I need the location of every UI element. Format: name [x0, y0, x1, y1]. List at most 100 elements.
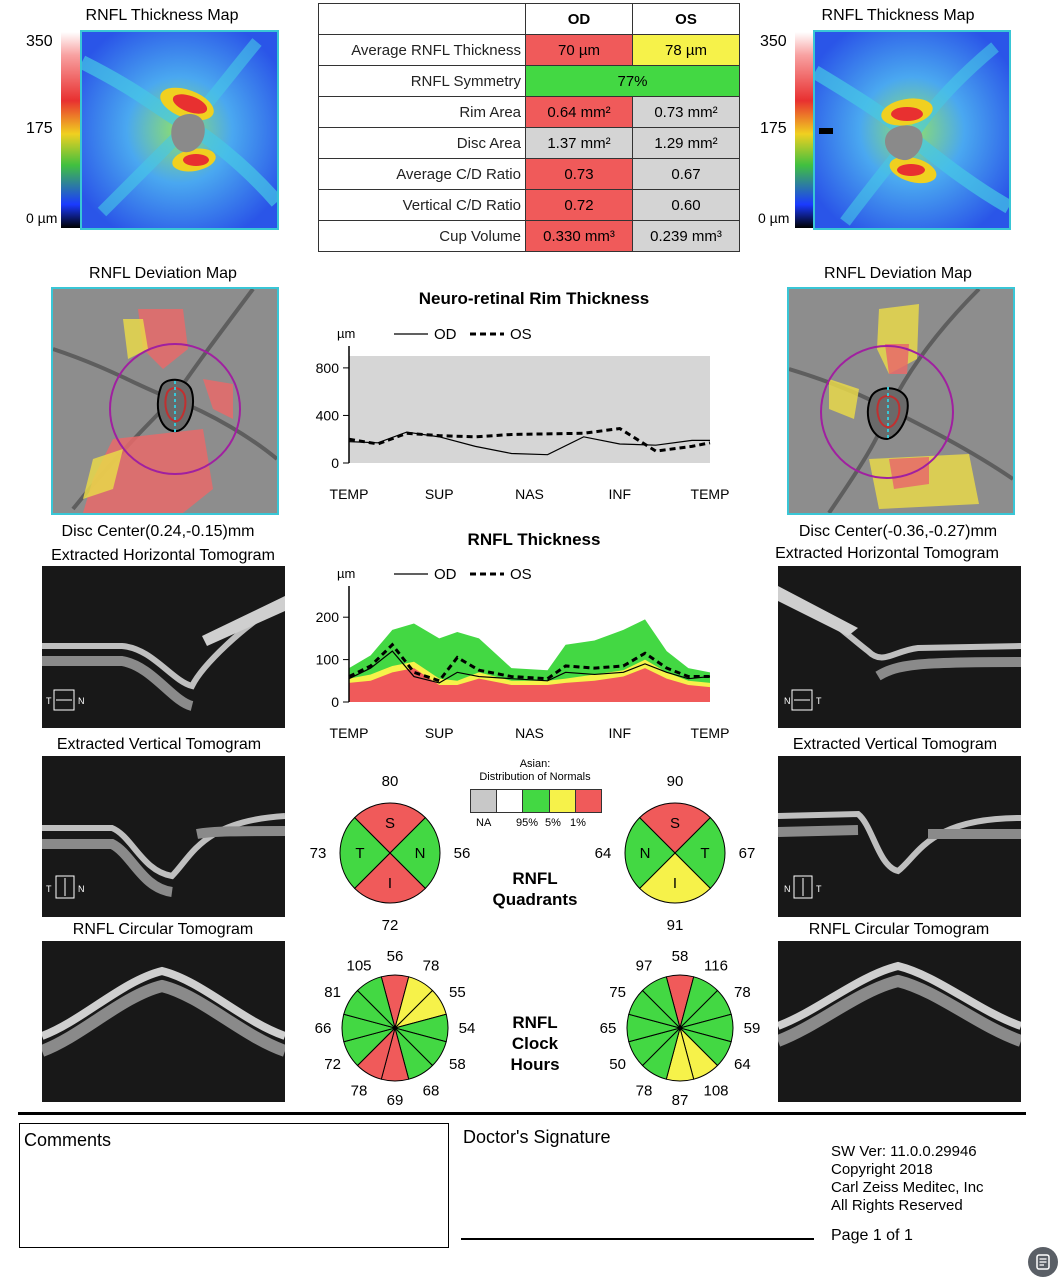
od-scale-mid: 175: [26, 120, 53, 137]
od-scale-top: 350: [26, 33, 53, 50]
clock-label-line1: RNFL: [512, 1013, 558, 1032]
quadrant-s: [638, 802, 712, 854]
legend-region: Asian:: [519, 758, 551, 770]
os-disc-center: Disc Center(-0.36,-0.27)mm: [798, 523, 998, 540]
x-tick-label: TEMP: [330, 486, 369, 502]
tomo-n-marker: N: [78, 884, 85, 894]
os-scale-bottom: 0 µm: [758, 210, 790, 226]
quadrant-value: 72: [382, 917, 399, 934]
x-tick-label: SUP: [425, 725, 454, 741]
legend-os-label: OS: [510, 326, 532, 343]
comments-box[interactable]: Comments: [19, 1123, 449, 1248]
quadrant-n: [389, 816, 441, 890]
clock-hour-value: 72: [324, 1056, 341, 1073]
legend-swatch-below-1: [575, 790, 602, 812]
quadrant-letter: T: [700, 845, 709, 862]
quadrant-value: 67: [739, 845, 756, 862]
row-label: Rim Area: [318, 96, 526, 128]
clock-hour-value: 64: [734, 1056, 751, 1073]
os-clock-hours-chart: 58 116 78 59 64 108 87 78 50 65 75 97: [600, 948, 761, 1109]
od-deviation-map: [51, 287, 279, 515]
quadrant-value: 80: [382, 773, 399, 790]
series-line-os: [348, 642, 710, 683]
clock-hour-value: 87: [672, 1092, 689, 1109]
clock-hour-value: 55: [449, 984, 466, 1001]
od-quadrant-chart: S 80 N 56 I 72 T 73: [310, 773, 471, 934]
y-tick-label: 0: [331, 455, 339, 471]
clock-hour-value: 108: [703, 1082, 728, 1099]
table-header-row: OD OS: [318, 3, 740, 35]
legend-swatches: [470, 789, 602, 813]
clock-label-line2: Clock: [511, 1034, 559, 1053]
quadrant-letter: S: [385, 815, 395, 832]
legend-title: Distribution of Normals: [479, 771, 591, 783]
quadrant-value: 73: [310, 845, 327, 862]
row-label: Average C/D Ratio: [318, 158, 526, 190]
os-scale-mid: 175: [760, 120, 787, 137]
os-horizontal-tomogram: N T: [778, 566, 1021, 728]
document-scan-icon[interactable]: [1028, 1247, 1058, 1277]
os-thickness-map: [813, 30, 1011, 230]
quadrant-letter: T: [355, 845, 364, 862]
rim-thickness-chart: 0 400 800 µm TEMP SUP NAS INF TEMP OD OS: [316, 326, 730, 502]
company: Carl Zeiss Meditec, Inc: [831, 1179, 984, 1196]
signature-line[interactable]: [461, 1238, 814, 1240]
quadrant-t: [339, 816, 391, 890]
legend-label-1: 1%: [570, 817, 586, 829]
y-tick-label: 200: [316, 609, 340, 625]
os-value: 0.239 mm³: [632, 220, 740, 252]
tomo-n-marker: N: [78, 696, 85, 706]
x-tick-label: NAS: [515, 486, 544, 502]
clock-hours-label: RNFL Clock Hours: [510, 1012, 559, 1075]
os-thickness-map-title: RNFL Thickness Map: [821, 7, 975, 24]
x-tick-label: INF: [608, 486, 631, 502]
os-vertical-tomogram: N T: [778, 756, 1021, 917]
quadrant-letter: I: [388, 875, 392, 892]
quadrants-label: RNFL Quadrants: [492, 868, 577, 910]
x-tick-label: SUP: [425, 486, 454, 502]
clock-hour-segment: [641, 976, 681, 1030]
os-deviation-map: [787, 287, 1015, 515]
od-disc-center: Disc Center(0.24,-0.15)mm: [61, 523, 255, 540]
table-row: Average C/D Ratio 0.73 0.67: [318, 158, 740, 190]
od-vertical-tomogram-title: Extracted Vertical Tomogram: [56, 736, 262, 753]
os-circular-tomogram: [778, 941, 1021, 1102]
quadrant-letter: S: [670, 815, 680, 832]
x-tick-label: TEMP: [691, 486, 730, 502]
os-value: 0.73 mm²: [632, 96, 740, 128]
clock-hour-value: 65: [600, 1020, 617, 1037]
x-tick-label: NAS: [515, 725, 544, 741]
od-scale-bottom: 0 µm: [26, 210, 58, 226]
table-row: RNFL Symmetry 77%: [318, 65, 740, 97]
table-header-blank: [318, 3, 526, 35]
os-value: 1.29 mm²: [632, 127, 740, 159]
software-info: SW Ver: 11.0.0.29946 Copyright 2018 Carl…: [831, 1143, 984, 1215]
clock-hour-value: 66: [315, 1020, 332, 1037]
y-tick-label: 400: [316, 407, 340, 423]
clock-hour-value: 81: [324, 984, 341, 1001]
od-value: 0.330 mm³: [525, 220, 633, 252]
legend-od-label: OD: [434, 326, 457, 343]
od-horizontal-tomogram: T N: [42, 566, 285, 728]
os-deviation-map-title: RNFL Deviation Map: [824, 265, 972, 282]
table-row: Cup Volume 0.330 mm³ 0.239 mm³: [318, 220, 740, 252]
clock-hour-value: 50: [609, 1056, 626, 1073]
comments-label: Comments: [24, 1130, 112, 1150]
quadrant-letter: N: [415, 845, 426, 862]
quadrant-t: [674, 816, 726, 890]
os-quadrant-chart: S 90 T 67 I 91 N 64: [595, 773, 756, 934]
quadrant-letter: N: [640, 845, 651, 862]
clock-hour-value: 78: [423, 958, 440, 975]
quadrant-letter: I: [673, 875, 677, 892]
rights: All Rights Reserved: [831, 1197, 963, 1214]
y-tick-label: 800: [316, 360, 340, 376]
clock-hour-value: 58: [449, 1056, 466, 1073]
quadrant-i: [353, 852, 427, 904]
row-label: Disc Area: [318, 127, 526, 159]
quadrant-value: 56: [454, 845, 471, 862]
tomo-t-marker: T: [816, 884, 822, 894]
od-circular-tomogram: [42, 941, 285, 1102]
page-number: Page 1 of 1: [831, 1227, 913, 1244]
od-clock-hours-chart: 56 78 55 54 58 68 69 78 72 66 81 105: [315, 948, 476, 1109]
clock-hour-value: 75: [609, 984, 626, 1001]
